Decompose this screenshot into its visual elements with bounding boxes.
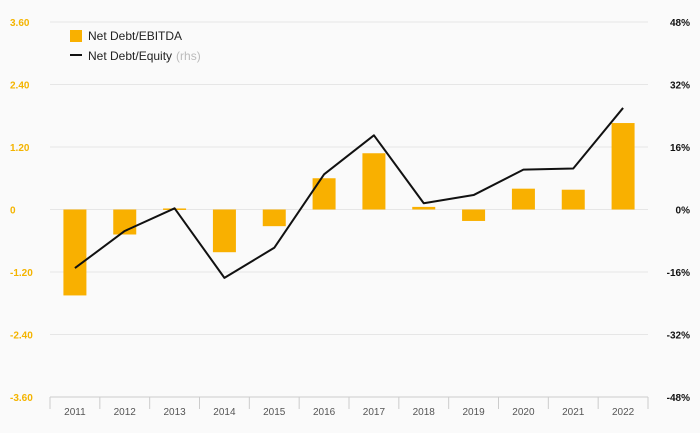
x-tick-label: 2017	[363, 407, 386, 418]
bar	[262, 209, 286, 227]
right-tick-label: 16%	[670, 143, 690, 154]
legend-label-line-name: Net Debt/Equity	[88, 49, 172, 63]
x-tick-label: 2012	[114, 407, 137, 418]
x-tick-label: 2022	[612, 407, 635, 418]
x-tick-label: 2013	[163, 407, 186, 418]
legend-rhs-note: (rhs)	[176, 49, 201, 63]
x-tick-label: 2011	[64, 407, 86, 418]
right-axis-ticks: 48% 32% 16% 0% -16% -32% -48%	[667, 18, 690, 404]
left-tick-label: 2.40	[10, 81, 30, 92]
bar	[362, 153, 386, 210]
right-tick-label: -16%	[667, 268, 690, 279]
x-tick-label: 2018	[413, 407, 436, 418]
line-series	[74, 107, 624, 279]
left-tick-label: 1.20	[10, 143, 30, 154]
right-tick-label: -32%	[667, 331, 690, 342]
x-axis: 2011 2012 2013 2014 2015 2016 2017 2018 2019 2020…	[49, 396, 649, 418]
bar	[312, 178, 336, 210]
x-tick-label: 2015	[263, 407, 286, 418]
bar	[511, 188, 535, 210]
gridlines	[50, 21, 648, 398]
legend: Net Debt/EBITDA Net Debt/Equity (rhs)	[70, 29, 201, 63]
right-tick-label: 0%	[676, 206, 691, 217]
bar	[63, 209, 87, 296]
legend-label-bar: Net Debt/EBITDA	[88, 29, 182, 43]
left-tick-label: 3.60	[10, 18, 30, 29]
left-tick-label: -3.60	[10, 393, 33, 404]
left-axis-ticks: 3.60 2.40 1.20 0 -1.20 -2.40 -3.60	[10, 18, 33, 404]
x-tick-label: 2021	[562, 407, 585, 418]
right-tick-label: 32%	[670, 81, 690, 92]
left-tick-label: -2.40	[10, 331, 33, 342]
x-tick-label: 2019	[462, 407, 485, 418]
bar	[561, 189, 585, 210]
legend-swatch-bar	[70, 30, 82, 42]
legend-label-line: Net Debt/Equity (rhs)	[88, 49, 201, 63]
bar	[462, 209, 486, 221]
bar	[611, 123, 635, 210]
x-tick-label: 2020	[512, 407, 535, 418]
bar	[412, 206, 436, 210]
right-tick-label: 48%	[670, 18, 690, 29]
left-tick-label: 0	[10, 206, 16, 217]
x-tick-label: 2014	[213, 407, 236, 418]
bar	[212, 209, 236, 253]
series-line-net-debt-equity	[74, 107, 624, 279]
right-tick-label: -48%	[667, 393, 690, 404]
x-tick-label: 2016	[313, 407, 336, 418]
left-tick-label: -1.20	[10, 268, 33, 279]
